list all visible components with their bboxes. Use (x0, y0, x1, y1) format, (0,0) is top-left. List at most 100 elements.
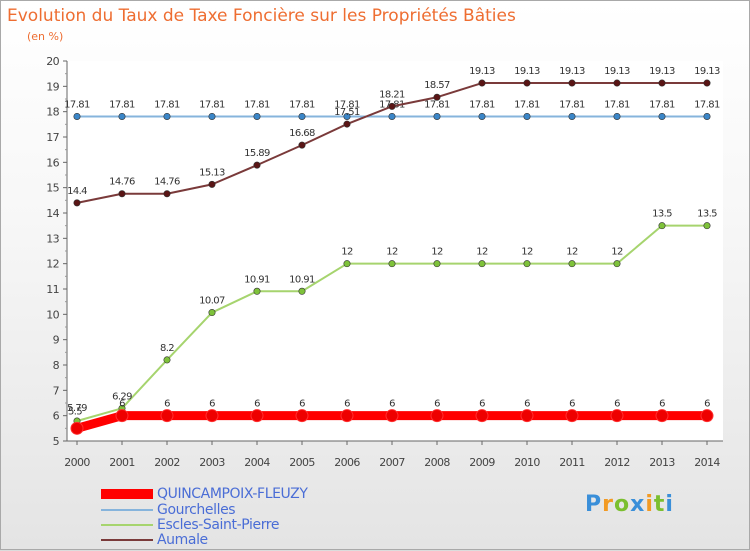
data-label: 6 (659, 399, 665, 410)
data-point (298, 112, 306, 120)
data-label: 6 (119, 399, 125, 410)
data-label: 19.13 (514, 66, 540, 77)
data-point (163, 112, 171, 120)
data-point (163, 190, 171, 198)
data-label: 17.81 (469, 99, 495, 110)
x-tick-label: 2006 (334, 456, 360, 469)
data-label: 17.51 (334, 107, 360, 118)
data-point (613, 260, 621, 268)
legend-item-escles: Escles-Saint-Pierre (101, 517, 279, 533)
data-point (340, 409, 354, 423)
data-label: 6 (209, 399, 215, 410)
data-point (703, 222, 711, 230)
data-label: 5.79 (67, 403, 87, 414)
data-label: 6 (299, 399, 305, 410)
data-point (478, 79, 486, 87)
data-label: 13.5 (652, 209, 672, 220)
x-tick-label: 2000 (64, 456, 90, 469)
data-point (208, 180, 216, 188)
x-tick-label: 2005 (289, 456, 315, 469)
data-point (160, 409, 174, 423)
data-label: 8.2 (160, 343, 174, 354)
data-point (478, 260, 486, 268)
data-point (478, 112, 486, 120)
y-tick-label: 14 (46, 207, 59, 220)
data-label: 10.91 (244, 274, 270, 285)
data-label: 17.81 (559, 99, 585, 110)
data-label: 17.81 (154, 99, 180, 110)
data-point (568, 79, 576, 87)
data-label: 17.81 (424, 99, 450, 110)
data-point (433, 93, 441, 101)
data-point (385, 409, 399, 423)
data-label: 17.81 (109, 99, 135, 110)
chart-subtitle: (en %) (27, 30, 64, 43)
y-tick-label: 15 (46, 182, 59, 195)
x-tick-label: 2013 (649, 456, 675, 469)
data-point (613, 79, 621, 87)
data-label: 19.13 (559, 66, 585, 77)
data-point (703, 79, 711, 87)
legend-label-gourchelles: Gourchelles (157, 502, 236, 518)
data-label: 15.89 (244, 148, 270, 159)
logo-letter: t (653, 492, 666, 517)
x-tick-label: 2008 (424, 456, 450, 469)
data-label: 17.81 (604, 99, 630, 110)
x-tick-label: 2007 (379, 456, 405, 469)
logo-letter: i (665, 492, 674, 517)
x-tick-label: 2011 (559, 456, 585, 469)
data-label: 17.81 (694, 99, 720, 110)
data-point (250, 409, 264, 423)
data-point (703, 112, 711, 120)
data-point (298, 287, 306, 295)
y-tick-label: 8 (53, 359, 60, 372)
logo-letter: o (613, 492, 631, 517)
data-point (295, 409, 309, 423)
legend-item-aumale: Aumale (101, 532, 208, 548)
y-tick-label: 7 (53, 384, 60, 397)
data-point (568, 260, 576, 268)
data-label: 10.07 (199, 296, 225, 307)
data-point (343, 112, 351, 120)
y-tick-label: 17 (46, 131, 59, 144)
data-label: 16.68 (289, 128, 315, 139)
x-tick-label: 2012 (604, 456, 630, 469)
legend-swatch-escles (101, 524, 153, 526)
data-point (568, 112, 576, 120)
data-point (208, 309, 216, 317)
data-label: 12 (386, 247, 398, 258)
data-point (70, 421, 84, 435)
y-tick-label: 10 (46, 308, 59, 321)
data-point (118, 190, 126, 198)
data-point (700, 409, 714, 423)
data-point (253, 287, 261, 295)
data-point (523, 112, 531, 120)
data-point (118, 112, 126, 120)
data-label: 14.4 (67, 186, 87, 197)
y-tick-label: 6 (53, 410, 60, 423)
legend-label-aumale: Aumale (157, 532, 208, 548)
legend-item-gourchelles: Gourchelles (101, 502, 236, 518)
data-label: 6 (569, 399, 575, 410)
data-point (658, 112, 666, 120)
data-label: 17.81 (514, 99, 540, 110)
data-point (520, 409, 534, 423)
data-label: 18.21 (379, 89, 405, 100)
data-label: 17.81 (199, 99, 225, 110)
data-point (433, 260, 441, 268)
y-tick-label: 18 (46, 106, 59, 119)
legend-label-quincampoix: QUINCAMPOIX-FLEUZY (157, 486, 308, 502)
data-point (163, 356, 171, 364)
data-point (388, 260, 396, 268)
y-tick-label: 9 (53, 334, 60, 347)
legend-item-quincampoix: QUINCAMPOIX-FLEUZY (101, 486, 308, 502)
data-point (523, 79, 531, 87)
data-point (73, 112, 81, 120)
y-tick-label: 5 (53, 435, 60, 448)
data-point (388, 102, 396, 110)
x-tick-label: 2001 (109, 456, 135, 469)
data-point (565, 409, 579, 423)
data-label: 13.5 (697, 209, 717, 220)
data-label: 17.81 (64, 99, 90, 110)
